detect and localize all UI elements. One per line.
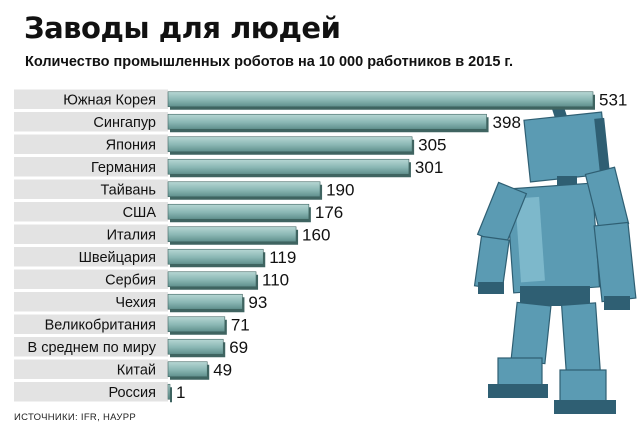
value-label: 110 <box>262 270 289 289</box>
bar <box>167 158 410 175</box>
category-panel <box>14 382 168 402</box>
bars-group <box>167 91 595 403</box>
category-label: Чехия <box>115 295 156 311</box>
category-panel <box>14 359 168 379</box>
category-panel <box>14 157 168 177</box>
bar <box>167 203 310 220</box>
value-label: 1 <box>176 383 185 402</box>
category-panel <box>14 292 168 312</box>
category-labels: Южная Корея Сингапур Япония Германия Тайвань… <box>28 92 157 401</box>
category-label: Сингапур <box>93 115 156 131</box>
chart-title: Заводы для людей <box>24 11 341 45</box>
category-panel <box>14 247 168 267</box>
value-labels: 531 398 305 301 190 176 160 119 110 93 71 69 49 1 <box>176 90 627 402</box>
bar <box>167 338 224 355</box>
category-panel <box>14 134 168 154</box>
value-label: 69 <box>229 338 248 357</box>
bar <box>167 113 487 130</box>
category-label: В среднем по миру <box>28 340 157 356</box>
bar <box>167 181 321 198</box>
bar <box>167 293 243 310</box>
bar <box>167 91 594 108</box>
category-label: Сербия <box>105 272 156 288</box>
value-label: 49 <box>213 360 232 379</box>
bar <box>167 226 297 243</box>
value-label: 119 <box>269 248 296 267</box>
value-label: 93 <box>248 293 267 312</box>
bar <box>167 383 171 400</box>
bar <box>167 136 413 153</box>
category-label: США <box>123 205 157 221</box>
value-label: 176 <box>315 203 343 222</box>
category-panel <box>14 112 168 132</box>
category-panel <box>14 269 168 289</box>
category-label: Китай <box>117 362 156 378</box>
category-label: Россия <box>108 385 156 401</box>
bar <box>167 361 208 378</box>
value-label: 71 <box>231 315 250 334</box>
value-label: 305 <box>418 135 446 154</box>
category-panel <box>14 337 168 357</box>
value-label: 190 <box>326 180 354 199</box>
source-note: ИСТОЧНИКИ: IFR, НАУРР <box>14 412 136 423</box>
bar-shadow <box>170 387 172 403</box>
category-panel <box>14 179 168 199</box>
value-label: 398 <box>493 113 521 132</box>
category-panel <box>14 89 168 109</box>
value-label: 160 <box>302 225 330 244</box>
bar <box>167 248 264 265</box>
category-label: Южная Корея <box>63 92 156 108</box>
chart-subtitle: Количество промышленных роботов на 10 00… <box>25 54 514 70</box>
category-label: Швейцария <box>79 250 156 266</box>
category-label-panels <box>14 89 168 402</box>
category-label: Великобритания <box>45 317 156 333</box>
category-panel <box>14 224 168 244</box>
bar <box>167 271 257 288</box>
value-label: 531 <box>599 90 627 109</box>
category-panel <box>14 314 168 334</box>
bar <box>167 316 226 333</box>
category-panel <box>14 202 168 222</box>
category-label: Италия <box>107 227 156 243</box>
category-label: Германия <box>91 160 156 176</box>
robot-illustration <box>473 93 637 414</box>
category-label: Тайвань <box>100 182 156 198</box>
category-label: Япония <box>106 137 156 153</box>
value-label: 301 <box>415 158 443 177</box>
